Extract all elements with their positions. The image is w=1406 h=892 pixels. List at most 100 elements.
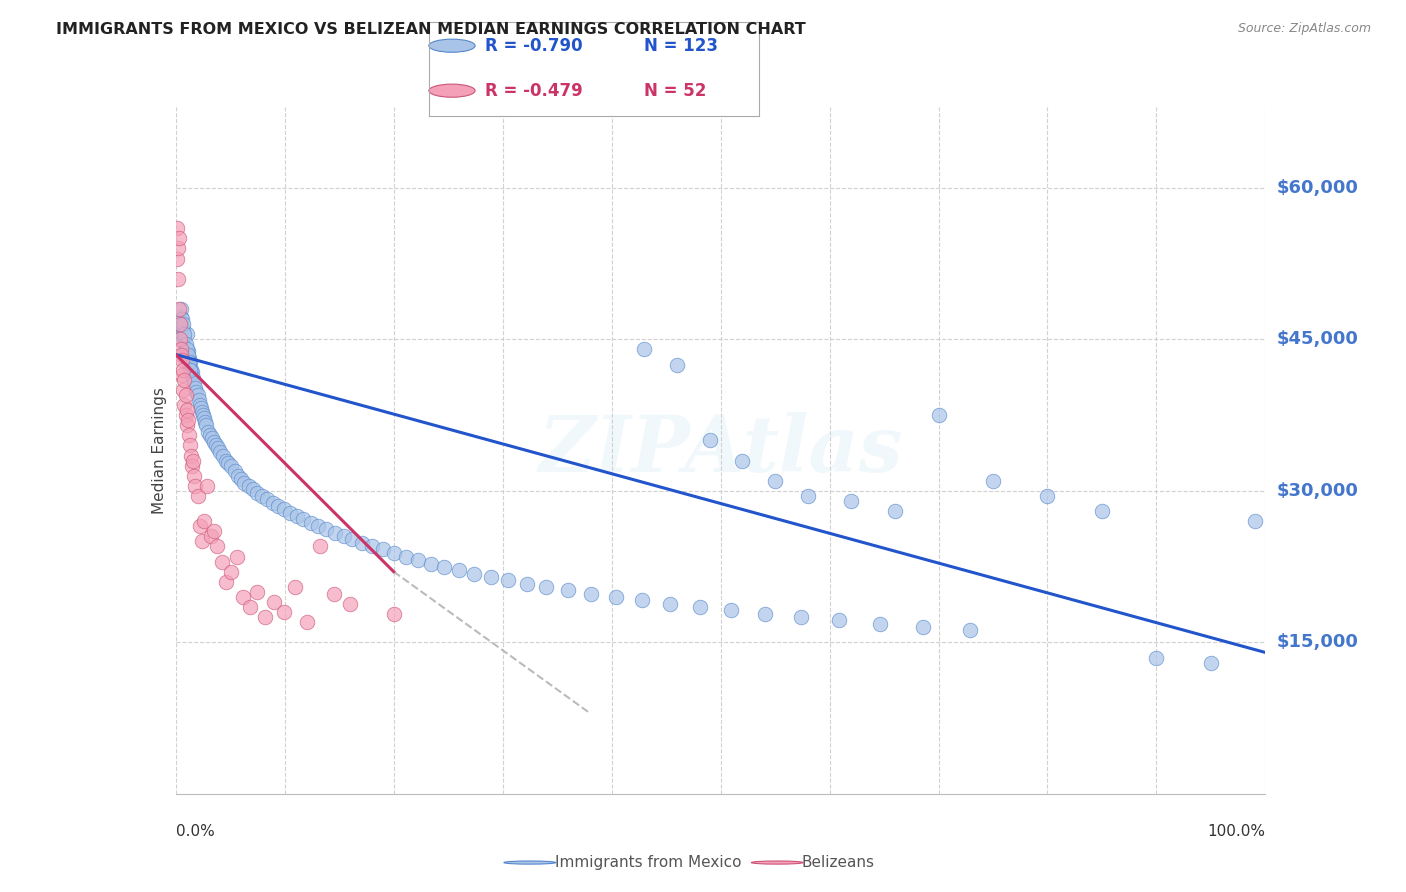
Point [186,489,209,503]
Point [631,593,654,607]
Point [173,330,195,344]
Point [433,559,456,574]
Point [167,271,190,285]
Point [166,252,188,266]
Point [463,566,485,581]
Point [273,605,295,619]
Point [187,392,209,407]
Point [981,474,1004,488]
Point [224,464,246,478]
Point [828,613,851,627]
Point [633,343,655,357]
Point [172,383,194,397]
Point [959,624,981,638]
Point [169,317,191,331]
Point [172,317,194,331]
Point [534,580,557,594]
Point [166,221,188,235]
Point [215,574,238,589]
Point [239,600,262,615]
Point [181,458,204,473]
Point [195,418,218,433]
Point [170,310,193,325]
Point [184,479,207,493]
Point [285,509,308,524]
Point [557,582,579,597]
Text: $45,000: $45,000 [1277,330,1358,349]
Point [209,445,232,459]
Point [172,362,194,376]
Point [181,453,204,467]
Circle shape [429,39,475,53]
Point [763,474,786,488]
Point [217,456,239,470]
Point [1144,650,1167,665]
Text: N = 52: N = 52 [644,82,706,100]
Point [177,347,200,361]
Point [205,540,228,554]
Point [172,368,194,382]
Point [382,607,405,621]
Point [188,398,211,412]
Point [167,301,190,316]
Point [181,370,204,384]
Point [215,453,238,467]
Text: $15,000: $15,000 [1277,633,1358,651]
Point [174,337,197,351]
Point [238,479,260,493]
Point [211,449,233,463]
Point [186,384,208,399]
Point [250,489,273,503]
Point [198,428,221,442]
Point [342,533,364,547]
Point [179,438,201,452]
Point [191,405,214,419]
Point [172,312,194,326]
Point [371,542,394,557]
Point [190,401,212,415]
Text: Source: ZipAtlas.com: Source: ZipAtlas.com [1237,22,1371,36]
Point [176,403,198,417]
Point [174,408,197,422]
Point [869,617,891,632]
Point [731,453,754,467]
Point [193,411,215,425]
Point [406,552,429,566]
Point [200,529,222,543]
Point [201,431,224,445]
Point [167,242,190,256]
Circle shape [751,861,803,864]
Point [754,607,776,621]
Point [172,334,194,349]
Point [382,546,405,561]
Point [177,413,200,427]
Point [496,573,519,587]
Point [194,415,217,429]
Point [174,388,197,402]
Point [1091,504,1114,518]
Point [186,388,209,402]
Point [666,358,689,372]
Point [176,418,198,433]
Circle shape [429,84,475,97]
Point [172,322,194,336]
Point [169,317,191,331]
Point [170,347,193,361]
Point [323,526,346,541]
Point [188,519,211,533]
Point [233,475,256,490]
Point [605,590,627,604]
Point [177,354,200,368]
Point [246,486,269,500]
Point [205,438,228,452]
Point [339,597,361,611]
Point [176,351,198,365]
Point [796,489,818,503]
Point [395,549,418,564]
Point [262,496,284,510]
Point [256,491,278,506]
Text: 100.0%: 100.0% [1208,824,1265,839]
Point [202,435,225,450]
Point [176,327,198,342]
Point [242,482,264,496]
